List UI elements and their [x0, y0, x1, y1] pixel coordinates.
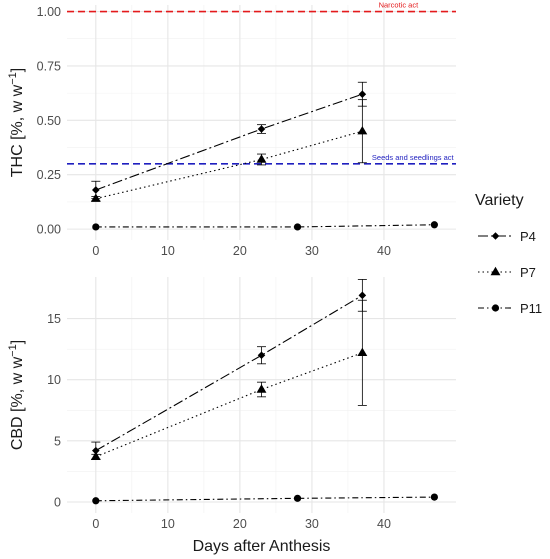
series-p4	[91, 279, 367, 460]
data-point	[257, 351, 266, 360]
data-point	[256, 154, 267, 163]
data-point	[358, 291, 367, 300]
data-point	[357, 347, 368, 357]
x-tick-label: 30	[305, 517, 319, 531]
series-line	[95, 496, 435, 502]
data-point	[430, 493, 438, 501]
series-line	[95, 93, 363, 191]
legend-item-p4: P4	[478, 229, 536, 244]
x-tick-label: 0	[92, 517, 99, 531]
y-tick-label: 15	[47, 312, 61, 326]
legend-key-marker	[491, 232, 500, 240]
data-point	[293, 494, 302, 502]
legend-label: P11	[520, 301, 542, 316]
legend-label: P4	[520, 229, 536, 244]
series-p7	[90, 299, 368, 460]
y-tick-label: 0.50	[37, 114, 61, 128]
data-point	[92, 446, 100, 455]
x-tick-label: 20	[233, 517, 247, 531]
cbd-panel: 0 5 10 15 0 10 20 30 40 CBD [%, w w−1]	[7, 277, 456, 531]
thc-panel: 0.00 0.25 0.50 0.75 1.00 0 10 20 30 40 THC [%, w w…	[7, 1, 456, 258]
y-tick-label: 0	[54, 495, 61, 509]
legend-title: Variety	[475, 192, 524, 209]
series-line	[95, 294, 363, 452]
y-tick-label: 5	[54, 434, 61, 448]
data-point	[357, 126, 368, 135]
data-point	[90, 451, 101, 460]
data-point	[92, 186, 100, 194]
series-line	[95, 352, 363, 458]
y-tick-label: 10	[47, 373, 61, 387]
x-tick-label: 0	[92, 244, 99, 258]
series-line	[95, 224, 435, 228]
data-point	[90, 193, 101, 202]
data-point	[92, 497, 100, 505]
x-axis-title: Days after Anthesis	[193, 538, 331, 555]
x-tick-label: 10	[161, 244, 175, 258]
y-axis-title: THC [%, w w−1]	[7, 68, 26, 177]
y-tick-label: 0.25	[37, 168, 61, 182]
x-tick-label: 40	[377, 517, 391, 531]
y-tick-label: 0.00	[37, 223, 61, 237]
series-p7	[90, 99, 368, 202]
reference-line-label: Seeds and seedlings act	[372, 153, 455, 162]
x-tick-label: 10	[161, 517, 175, 531]
legend-label: P7	[520, 265, 536, 280]
y-tick-label: 1.00	[37, 5, 61, 19]
x-tick-label: 40	[377, 244, 391, 258]
data-point	[92, 223, 100, 231]
series-p11	[92, 493, 438, 505]
x-tick-label: 20	[233, 244, 247, 258]
y-axis-title: CBD [%, w w−1]	[7, 340, 26, 450]
y-tick-label: 0.75	[37, 59, 61, 73]
reference-line-label: Narcotic act	[379, 1, 420, 10]
series-p4	[91, 81, 367, 200]
data-point	[358, 90, 367, 99]
data-point	[430, 221, 438, 229]
x-tick-label: 30	[305, 244, 319, 258]
legend-item-p11: P11	[478, 301, 542, 316]
data-point	[293, 223, 302, 231]
legend-item-p7: P7	[478, 265, 536, 280]
data-point	[256, 384, 267, 393]
legend-key-marker	[491, 304, 500, 312]
series-line	[95, 130, 363, 200]
legend: Variety P4 P7 P11	[475, 192, 542, 316]
legend-key-marker	[490, 266, 501, 276]
data-point	[257, 125, 266, 133]
series-p11	[92, 221, 438, 231]
